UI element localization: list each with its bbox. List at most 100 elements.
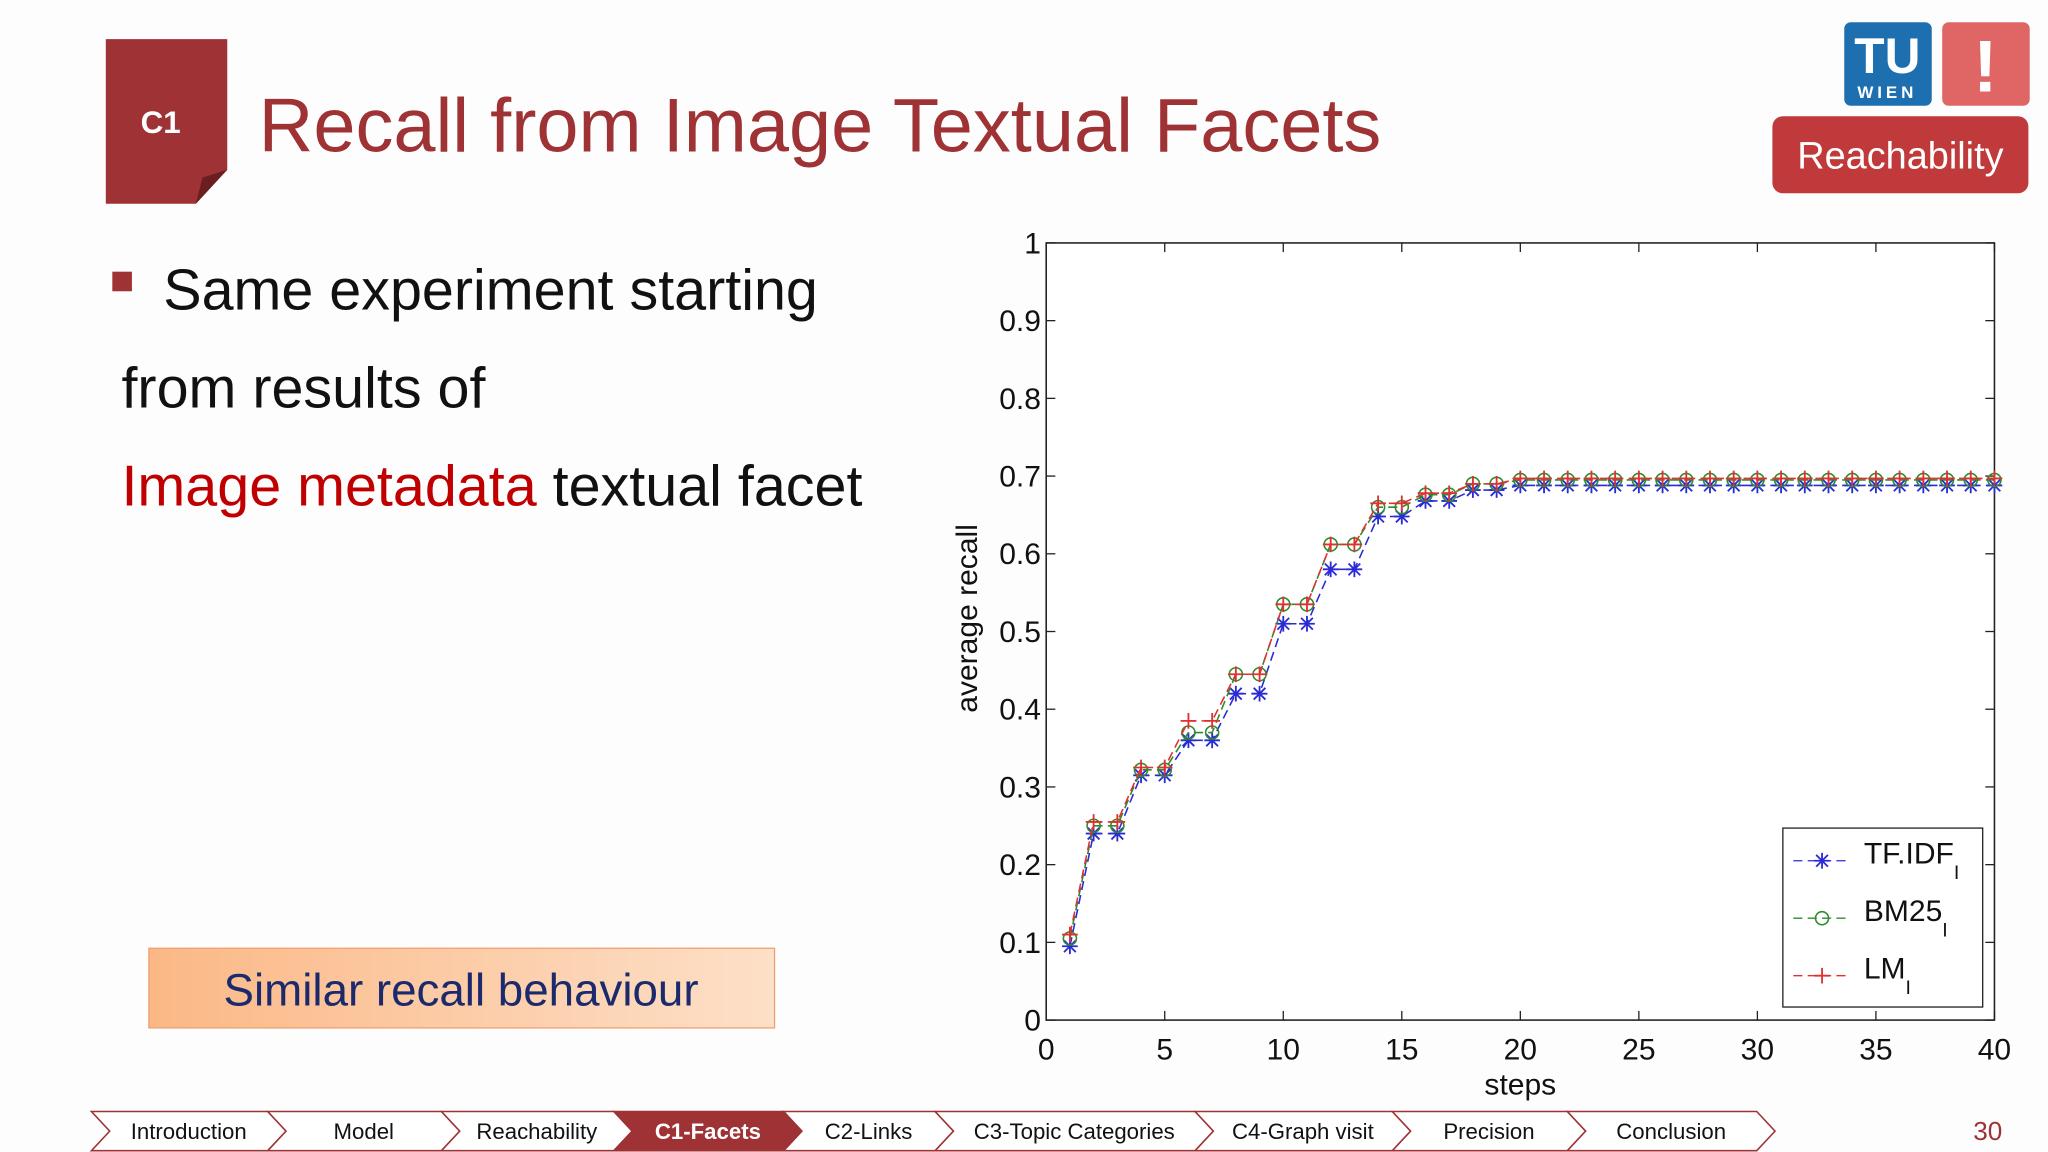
data-point — [1204, 713, 1220, 729]
data-point — [1488, 476, 1505, 492]
navigation: Introduction Model Reachability C1-Facets C2… — [89, 1110, 1777, 1152]
legend-name: BM25 — [1864, 895, 1942, 928]
legend-label: LMI — [1864, 952, 1911, 999]
page-number: 30 — [1973, 1116, 2002, 1146]
data-point — [1346, 536, 1363, 553]
nav-label[interactable]: Conclusion — [1616, 1119, 1726, 1144]
data-point — [1820, 470, 1837, 487]
nav-label[interactable]: Precision — [1443, 1119, 1534, 1144]
data-point — [1417, 485, 1434, 502]
data-point — [1346, 561, 1363, 578]
data-point — [1512, 470, 1529, 487]
legend-name: TF.IDF — [1864, 837, 1954, 870]
data-point — [1180, 732, 1197, 749]
data-point — [1465, 476, 1481, 492]
data-point — [1814, 852, 1830, 869]
section-button[interactable] — [1772, 116, 2029, 194]
nav-label[interactable]: C3-Topic Categories — [974, 1119, 1175, 1144]
bullet-rest: textual facet — [553, 454, 863, 518]
data-point — [1915, 470, 1932, 487]
data-point — [1891, 470, 1908, 487]
nav-label[interactable]: C2-Links — [825, 1119, 913, 1144]
x-tick-label: 5 — [1156, 1033, 1173, 1066]
series-line — [1069, 484, 1995, 947]
series-line — [1069, 479, 1995, 939]
x-axis-label: steps — [1484, 1069, 1556, 1102]
data-point — [1109, 825, 1126, 842]
nav-label[interactable]: Model — [334, 1119, 394, 1144]
data-point — [1228, 685, 1244, 702]
data-point — [1156, 759, 1173, 776]
data-point — [1654, 470, 1671, 487]
bullet-line: from results of — [121, 357, 486, 421]
y-tick-label: 0.7 — [999, 461, 1041, 494]
data-point — [1370, 508, 1386, 525]
data-point — [1180, 713, 1197, 729]
data-point — [1986, 470, 2003, 487]
logo-wien-text: WIEN — [1857, 83, 1917, 102]
logo-mark-text: ! — [1973, 26, 1997, 107]
data-point — [1536, 470, 1552, 487]
callout-box — [148, 947, 776, 1029]
y-tick-label: 0.5 — [999, 616, 1041, 649]
bullet-line: Same experiment starting — [163, 259, 818, 323]
logo-tu — [1844, 22, 1932, 106]
legend-subscript: I — [1942, 919, 1947, 941]
data-point — [1251, 685, 1268, 702]
section-button-text[interactable]: Reachability — [1797, 135, 2003, 177]
x-tick-label: 25 — [1622, 1033, 1655, 1066]
data-point — [1678, 470, 1695, 487]
highlight: Image metadata — [121, 454, 536, 518]
data-point — [1322, 561, 1339, 578]
data-point — [1109, 814, 1126, 830]
data-point — [1441, 485, 1458, 502]
nav-tab[interactable] — [1565, 1110, 1777, 1152]
data-point — [1559, 470, 1576, 487]
slide-title: Recall from Image Textual Facets — [259, 84, 1382, 169]
y-tick-label: 0 — [1024, 1005, 1041, 1038]
badge-text: C1 — [141, 105, 181, 140]
data-point — [1773, 470, 1789, 487]
data-point — [1133, 759, 1149, 776]
data-point — [1251, 666, 1268, 683]
nav-label[interactable]: C4-Graph visit — [1232, 1119, 1374, 1144]
data-point — [1814, 967, 1830, 984]
data-point — [1814, 910, 1830, 926]
x-tick-label: 40 — [1978, 1033, 2011, 1066]
data-point — [1702, 470, 1718, 487]
legend-subscript: I — [1954, 862, 1959, 884]
data-point — [1275, 615, 1292, 632]
x-tick-label: 0 — [1038, 1033, 1055, 1066]
nav-label[interactable]: Reachability — [476, 1119, 598, 1144]
data-point — [1393, 508, 1410, 525]
data-point — [1085, 814, 1102, 830]
y-tick-label: 0.4 — [999, 694, 1041, 727]
legend-name: LM — [1864, 952, 1906, 985]
data-point — [1796, 470, 1813, 487]
data-point — [1204, 732, 1220, 749]
nav-label[interactable]: Introduction — [131, 1119, 247, 1144]
data-point — [1299, 615, 1315, 632]
x-tick-label: 10 — [1267, 1033, 1300, 1066]
y-tick-label: 0.2 — [999, 849, 1041, 882]
data-point — [1228, 666, 1244, 683]
legend-label: TF.IDFI — [1864, 837, 1960, 884]
y-tick-label: 1 — [1024, 227, 1041, 260]
data-point — [1844, 470, 1861, 487]
x-tick-label: 15 — [1385, 1033, 1418, 1066]
data-point — [1749, 470, 1766, 487]
data-point — [1322, 536, 1339, 553]
data-point — [1062, 926, 1078, 943]
badge — [105, 39, 228, 204]
data-point — [1868, 470, 1884, 487]
logo-mark — [1942, 22, 2030, 106]
data-point — [1939, 470, 1955, 487]
nav-label[interactable]: C1-Facets — [655, 1119, 761, 1144]
bullet-line: Image metadata textual facet — [121, 454, 862, 518]
data-point — [1393, 495, 1410, 512]
data-point — [1583, 470, 1600, 487]
data-point — [1631, 470, 1647, 487]
badge-fold — [195, 169, 228, 204]
y-tick-label: 0.6 — [999, 538, 1041, 571]
